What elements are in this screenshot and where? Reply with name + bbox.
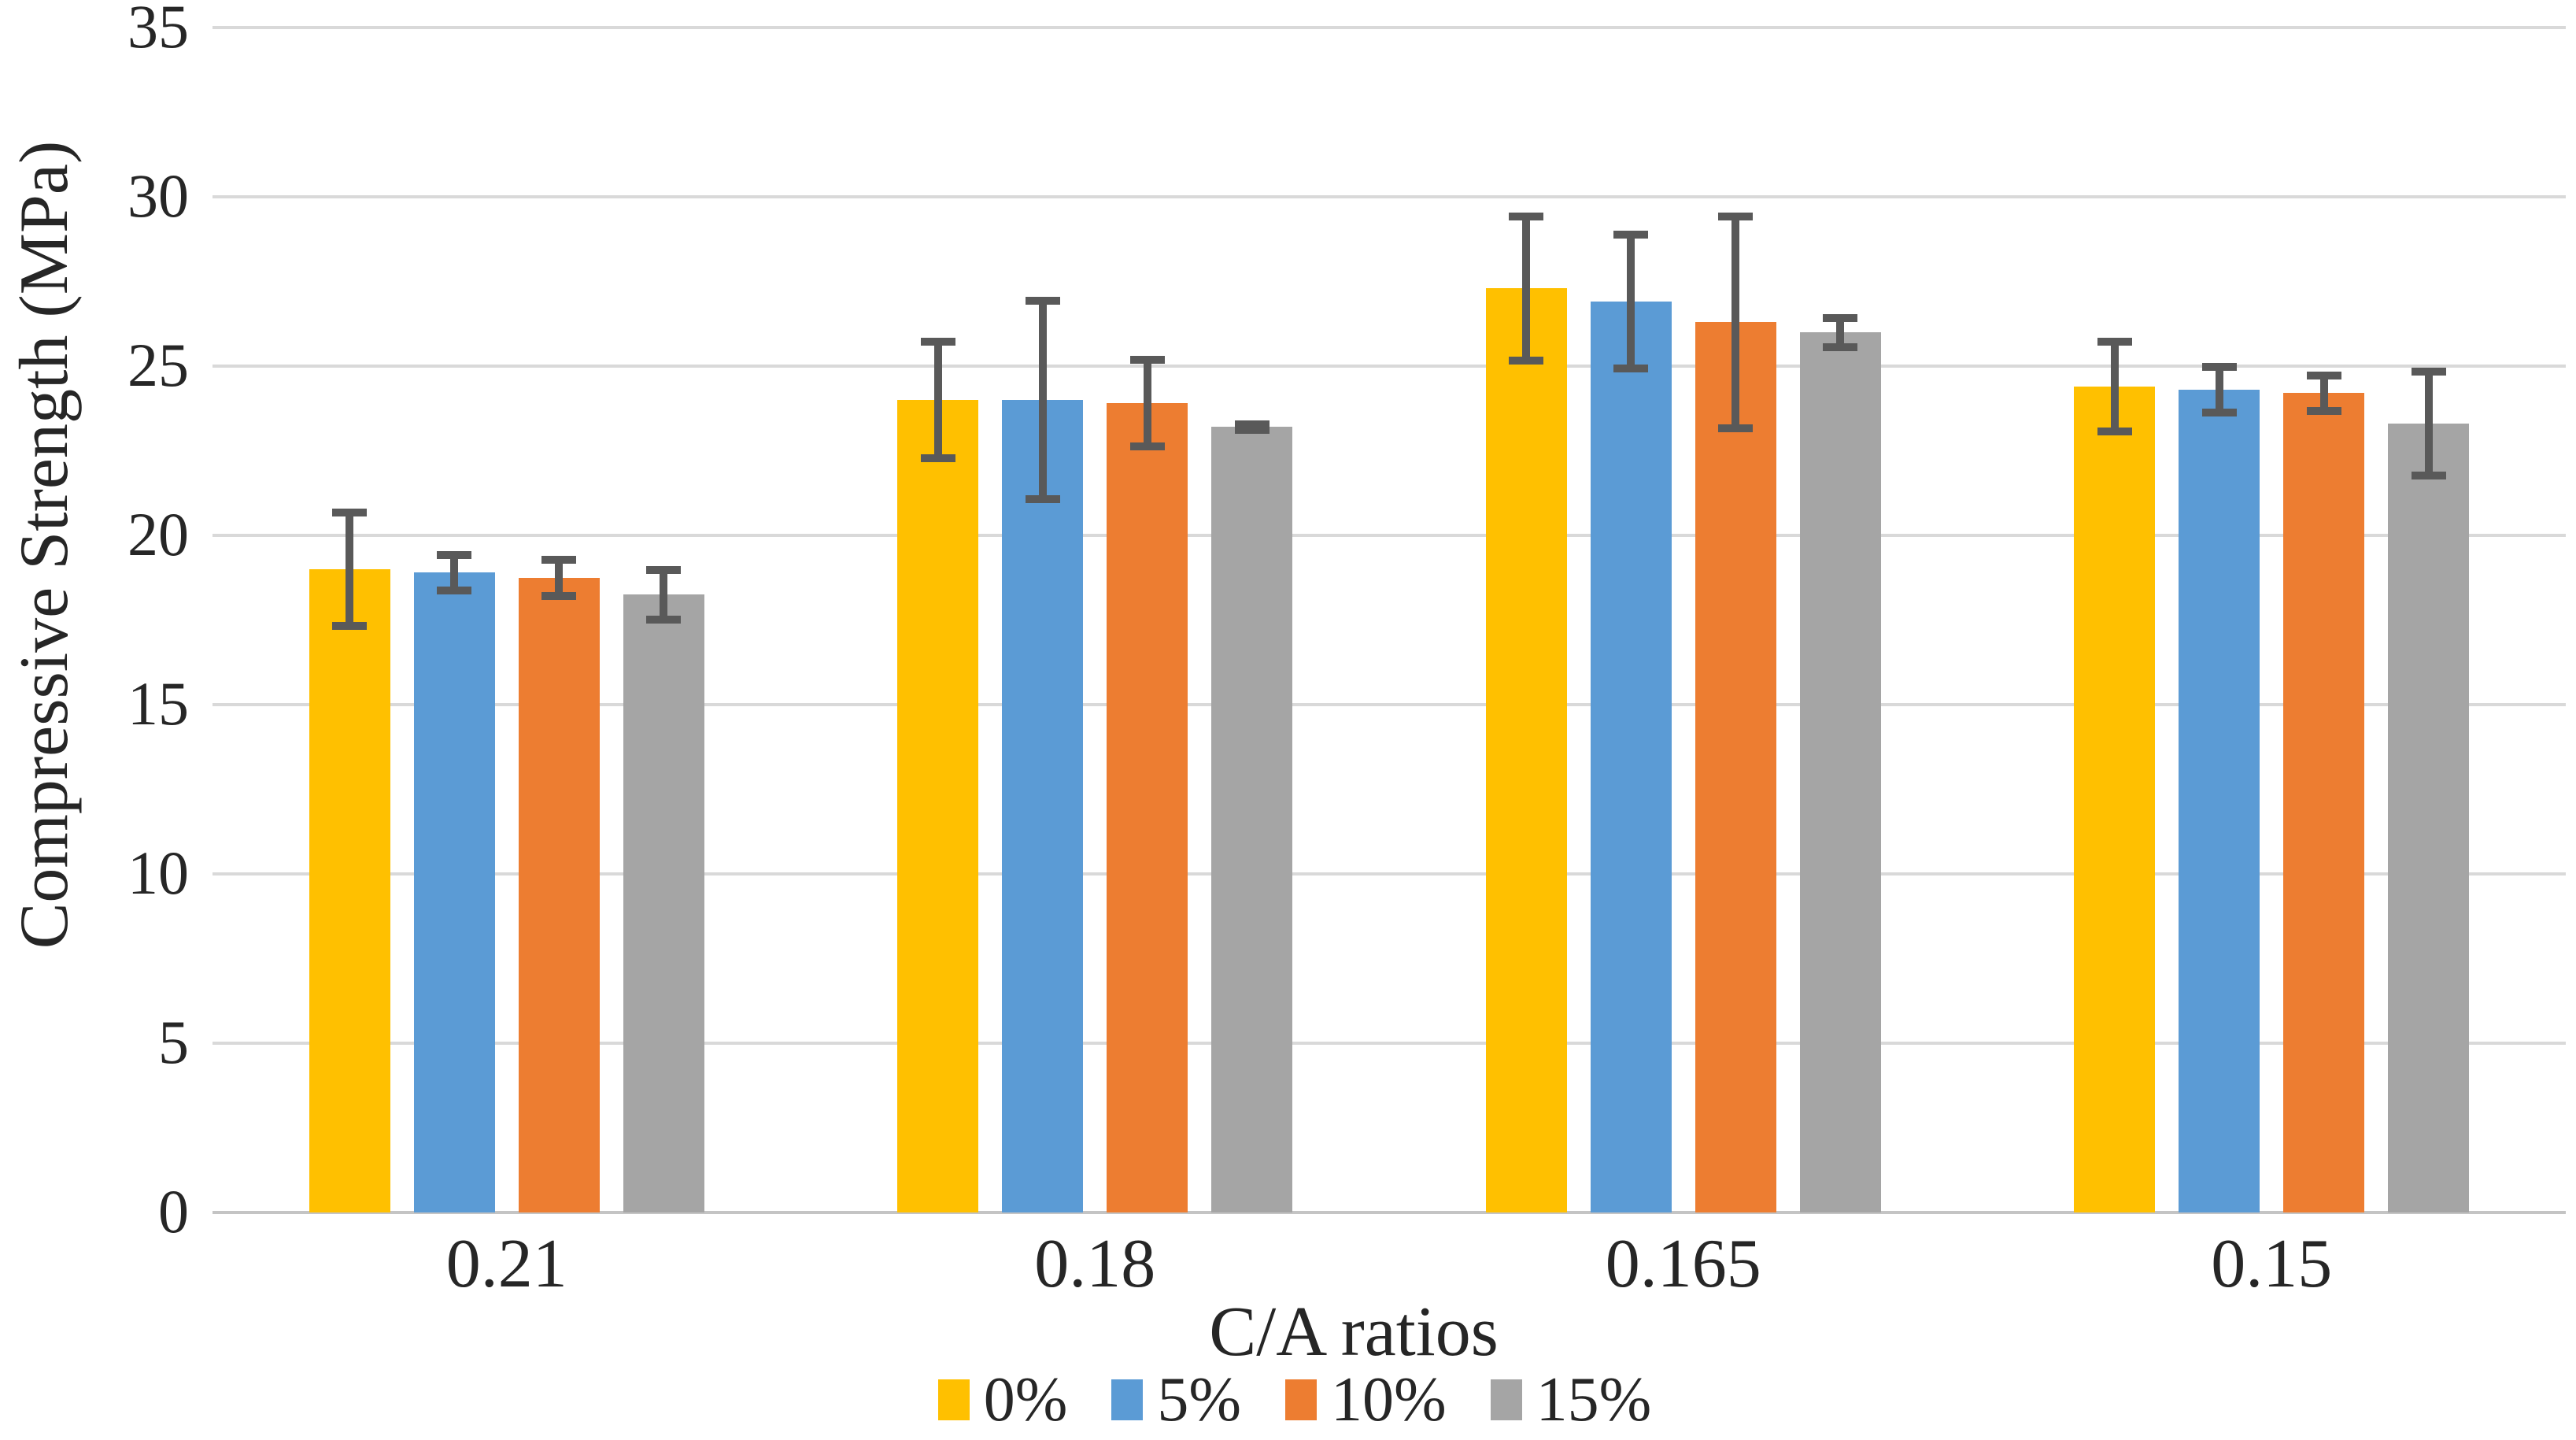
error-bar-cap-bottom xyxy=(1823,342,1858,351)
error-bar-cap-top xyxy=(1509,212,1544,220)
error-bar-cap-bottom xyxy=(1718,424,1754,432)
y-tick-label: 15 xyxy=(128,669,189,738)
legend-label: 15% xyxy=(1536,1365,1652,1434)
legend-item-15%: 15% xyxy=(1490,1365,1652,1434)
error-bar xyxy=(1038,298,1047,502)
error-bar xyxy=(1522,213,1531,363)
legend: 0% 5% 10% 15% xyxy=(0,1367,2576,1433)
bar-0%-0.15 xyxy=(2074,386,2156,1212)
y-tick-label: 25 xyxy=(128,331,189,399)
error-bar-cap-bottom xyxy=(332,622,368,631)
legend-label: 0% xyxy=(983,1365,1068,1434)
error-bar-cap-top xyxy=(332,508,368,516)
error-bar xyxy=(555,557,564,598)
error-bar-cap-bottom xyxy=(920,454,955,463)
error-bar-cap-top xyxy=(1234,420,1270,428)
gridline xyxy=(213,26,2566,29)
error-bar-cap-top xyxy=(2097,337,2132,346)
error-bar-cap-top xyxy=(1613,231,1649,239)
error-bar-cap-top xyxy=(1129,356,1165,365)
bar-5%-0.21 xyxy=(413,572,495,1212)
error-bar-cap-bottom xyxy=(646,615,682,624)
bar-0%-0.18 xyxy=(897,400,979,1212)
error-bar-cap-bottom xyxy=(1129,442,1165,451)
x-category-label: 0.21 xyxy=(445,1226,567,1302)
y-tick-label: 5 xyxy=(158,1008,189,1076)
error-bar xyxy=(1732,213,1740,431)
error-bar xyxy=(2110,339,2119,434)
error-bar-cap-top xyxy=(1718,212,1754,220)
error-bar-cap-top xyxy=(920,337,955,346)
bar-15%-0.165 xyxy=(1799,332,1881,1212)
legend-item-10%: 10% xyxy=(1285,1367,1447,1433)
gridline xyxy=(213,1042,2566,1045)
gridline xyxy=(213,703,2566,706)
legend-item-5%: 5% xyxy=(1111,1367,1241,1433)
error-bar-cap-top xyxy=(2411,368,2446,376)
y-tick-label: 0 xyxy=(158,1177,189,1246)
legend-swatch-icon xyxy=(1285,1379,1317,1420)
x-category-label: 0.165 xyxy=(1605,1226,1761,1302)
bar-10%-0.18 xyxy=(1107,403,1188,1212)
legend-swatch-icon xyxy=(1490,1379,1522,1420)
bar-0%-0.165 xyxy=(1485,288,1567,1212)
gridline xyxy=(213,534,2566,537)
error-bar xyxy=(1143,357,1151,450)
gridline xyxy=(213,872,2566,875)
error-bar-cap-top xyxy=(1823,313,1858,322)
x-category-label: 0.15 xyxy=(2211,1226,2333,1302)
legend-label: 5% xyxy=(1157,1365,1241,1434)
gridline xyxy=(213,365,2566,368)
legend-label: 10% xyxy=(1331,1365,1447,1434)
error-bar xyxy=(660,567,668,622)
error-bar xyxy=(2319,372,2328,414)
error-bar xyxy=(933,339,942,461)
bar-5%-0.165 xyxy=(1590,302,1672,1212)
error-bar xyxy=(450,552,459,594)
error-bar-cap-top xyxy=(1025,297,1060,305)
error-bar-cap-bottom xyxy=(2201,409,2237,417)
legend-swatch-icon xyxy=(937,1379,970,1420)
bar-5%-0.15 xyxy=(2179,390,2260,1212)
error-bar xyxy=(2215,364,2223,416)
error-bar-cap-top xyxy=(2201,362,2237,371)
bar-10%-0.15 xyxy=(2283,393,2365,1212)
bar-5%-0.18 xyxy=(1002,400,1084,1212)
legend-swatch-icon xyxy=(1111,1379,1144,1420)
error-bar-cap-bottom xyxy=(1025,495,1060,503)
error-bar-cap-bottom xyxy=(541,591,577,600)
x-axis-line xyxy=(213,1211,2566,1214)
error-bar-cap-top xyxy=(2306,371,2341,379)
error-bar-cap-bottom xyxy=(2306,407,2341,416)
y-tick-label: 35 xyxy=(128,0,189,61)
error-bar-cap-top xyxy=(541,555,577,564)
bar-10%-0.21 xyxy=(518,577,600,1212)
error-bar-cap-bottom xyxy=(1234,425,1270,434)
error-bar-cap-bottom xyxy=(2097,428,2132,435)
bar-15%-0.15 xyxy=(2388,424,2470,1212)
plot-area xyxy=(213,26,2566,1214)
error-bar xyxy=(2424,369,2433,478)
error-bar-cap-bottom xyxy=(2411,471,2446,479)
error-bar xyxy=(1627,232,1635,372)
x-axis-title: C/A ratios xyxy=(1209,1293,1499,1371)
error-bar-cap-top xyxy=(437,550,472,559)
gridline xyxy=(213,195,2566,198)
bar-15%-0.18 xyxy=(1211,427,1293,1212)
y-tick-label: 10 xyxy=(128,838,189,907)
y-tick-label: 20 xyxy=(128,500,189,568)
error-bar-cap-top xyxy=(646,565,682,574)
error-bar xyxy=(1836,315,1845,350)
error-bar xyxy=(346,509,354,629)
y-tick-label: 30 xyxy=(128,161,189,230)
error-bar-cap-bottom xyxy=(1613,365,1649,373)
bar-0%-0.21 xyxy=(309,569,390,1212)
legend-item-0%: 0% xyxy=(937,1365,1068,1434)
bar-10%-0.165 xyxy=(1695,322,1776,1212)
error-bar-cap-bottom xyxy=(437,587,472,595)
bar-15%-0.21 xyxy=(623,594,704,1212)
error-bar-cap-bottom xyxy=(1509,356,1544,365)
x-category-label: 0.18 xyxy=(1034,1226,1156,1302)
